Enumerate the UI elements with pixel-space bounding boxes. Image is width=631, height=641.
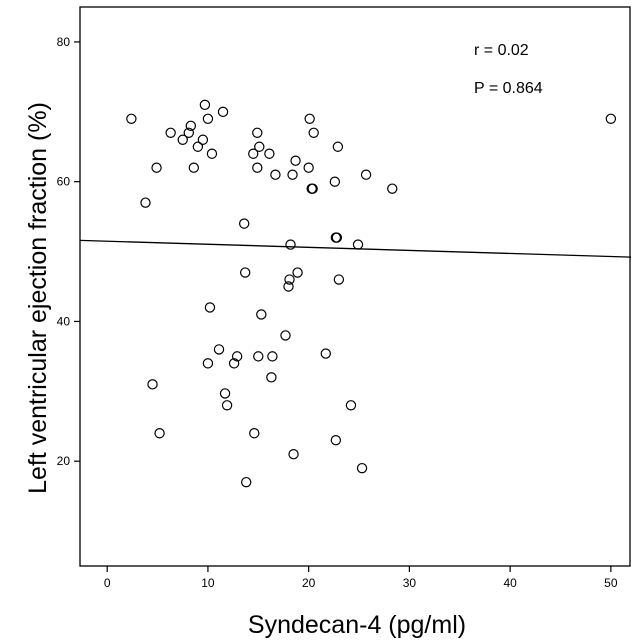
data-point	[213, 344, 225, 355]
data-point	[185, 120, 197, 131]
data-point	[151, 162, 162, 173]
data-point	[284, 274, 295, 285]
data-point	[197, 134, 209, 145]
x-tick-label: 30	[403, 576, 417, 590]
data-point	[267, 351, 278, 362]
data-point	[290, 155, 301, 166]
data-point	[330, 435, 342, 446]
y-tick-label: 80	[57, 35, 71, 49]
data-point	[387, 183, 398, 194]
data-point	[605, 113, 617, 125]
data-point	[292, 267, 303, 278]
data-point	[285, 239, 296, 250]
y-axis-title: Left ventricular ejection fraction (%)	[24, 102, 52, 494]
x-tick-label: 0	[104, 576, 111, 590]
p-value-annotation: P = 0.864	[474, 80, 543, 97]
data-point	[183, 127, 194, 138]
y-tick-label: 20	[57, 454, 71, 468]
data-points	[126, 99, 617, 488]
data-point	[252, 162, 263, 173]
data-point	[202, 358, 214, 369]
data-point	[256, 309, 267, 320]
regression-line	[79, 239, 631, 258]
data-point	[303, 162, 314, 173]
data-point	[219, 388, 231, 399]
data-point	[140, 197, 151, 208]
data-point	[206, 148, 218, 159]
data-point	[307, 183, 318, 194]
data-point	[304, 113, 315, 125]
x-tick-label: 40	[503, 576, 517, 590]
data-point	[320, 348, 331, 359]
data-point	[241, 476, 252, 488]
y-tick-label: 60	[57, 175, 71, 189]
data-point	[356, 462, 368, 474]
data-point	[252, 127, 263, 138]
data-point	[228, 358, 240, 369]
data-point	[264, 148, 275, 159]
data-point	[177, 134, 188, 145]
x-axis-title: Syndecan-4 (pg/ml)	[248, 611, 466, 639]
data-point	[280, 330, 291, 341]
data-point	[345, 400, 357, 411]
data-point	[239, 267, 251, 278]
data-point	[352, 239, 364, 250]
x-tick-label: 50	[604, 576, 618, 590]
plot-frame	[79, 6, 631, 567]
data-point	[288, 449, 299, 460]
axis-ticks: 0 10 20 30 40 50 20 40 60 80	[57, 35, 618, 590]
data-point	[165, 127, 176, 138]
data-point	[188, 162, 200, 173]
data-point	[360, 169, 372, 180]
data-point	[266, 372, 277, 383]
data-point	[332, 141, 344, 152]
data-point	[221, 400, 233, 411]
data-point	[283, 281, 294, 292]
data-point	[308, 127, 319, 138]
data-point	[329, 176, 341, 187]
data-point	[192, 141, 204, 152]
data-point	[287, 169, 298, 180]
data-point	[147, 379, 158, 390]
data-point	[248, 148, 259, 159]
data-point	[270, 169, 281, 180]
x-tick-label: 20	[302, 576, 316, 590]
data-point	[199, 99, 211, 111]
data-point	[217, 106, 229, 118]
data-point	[154, 428, 165, 439]
data-point	[254, 141, 265, 152]
correlation-annotation: r = 0.02	[474, 42, 529, 59]
data-point	[202, 113, 214, 125]
data-point	[238, 218, 250, 229]
data-point	[331, 232, 343, 243]
data-point	[126, 113, 137, 125]
data-point	[231, 351, 243, 362]
x-tick-label: 10	[201, 576, 215, 590]
data-point	[249, 428, 260, 439]
y-tick-label: 40	[57, 314, 71, 328]
plot-border	[79, 6, 631, 567]
data-point	[204, 302, 216, 313]
data-point	[253, 351, 264, 362]
data-point	[333, 274, 345, 285]
